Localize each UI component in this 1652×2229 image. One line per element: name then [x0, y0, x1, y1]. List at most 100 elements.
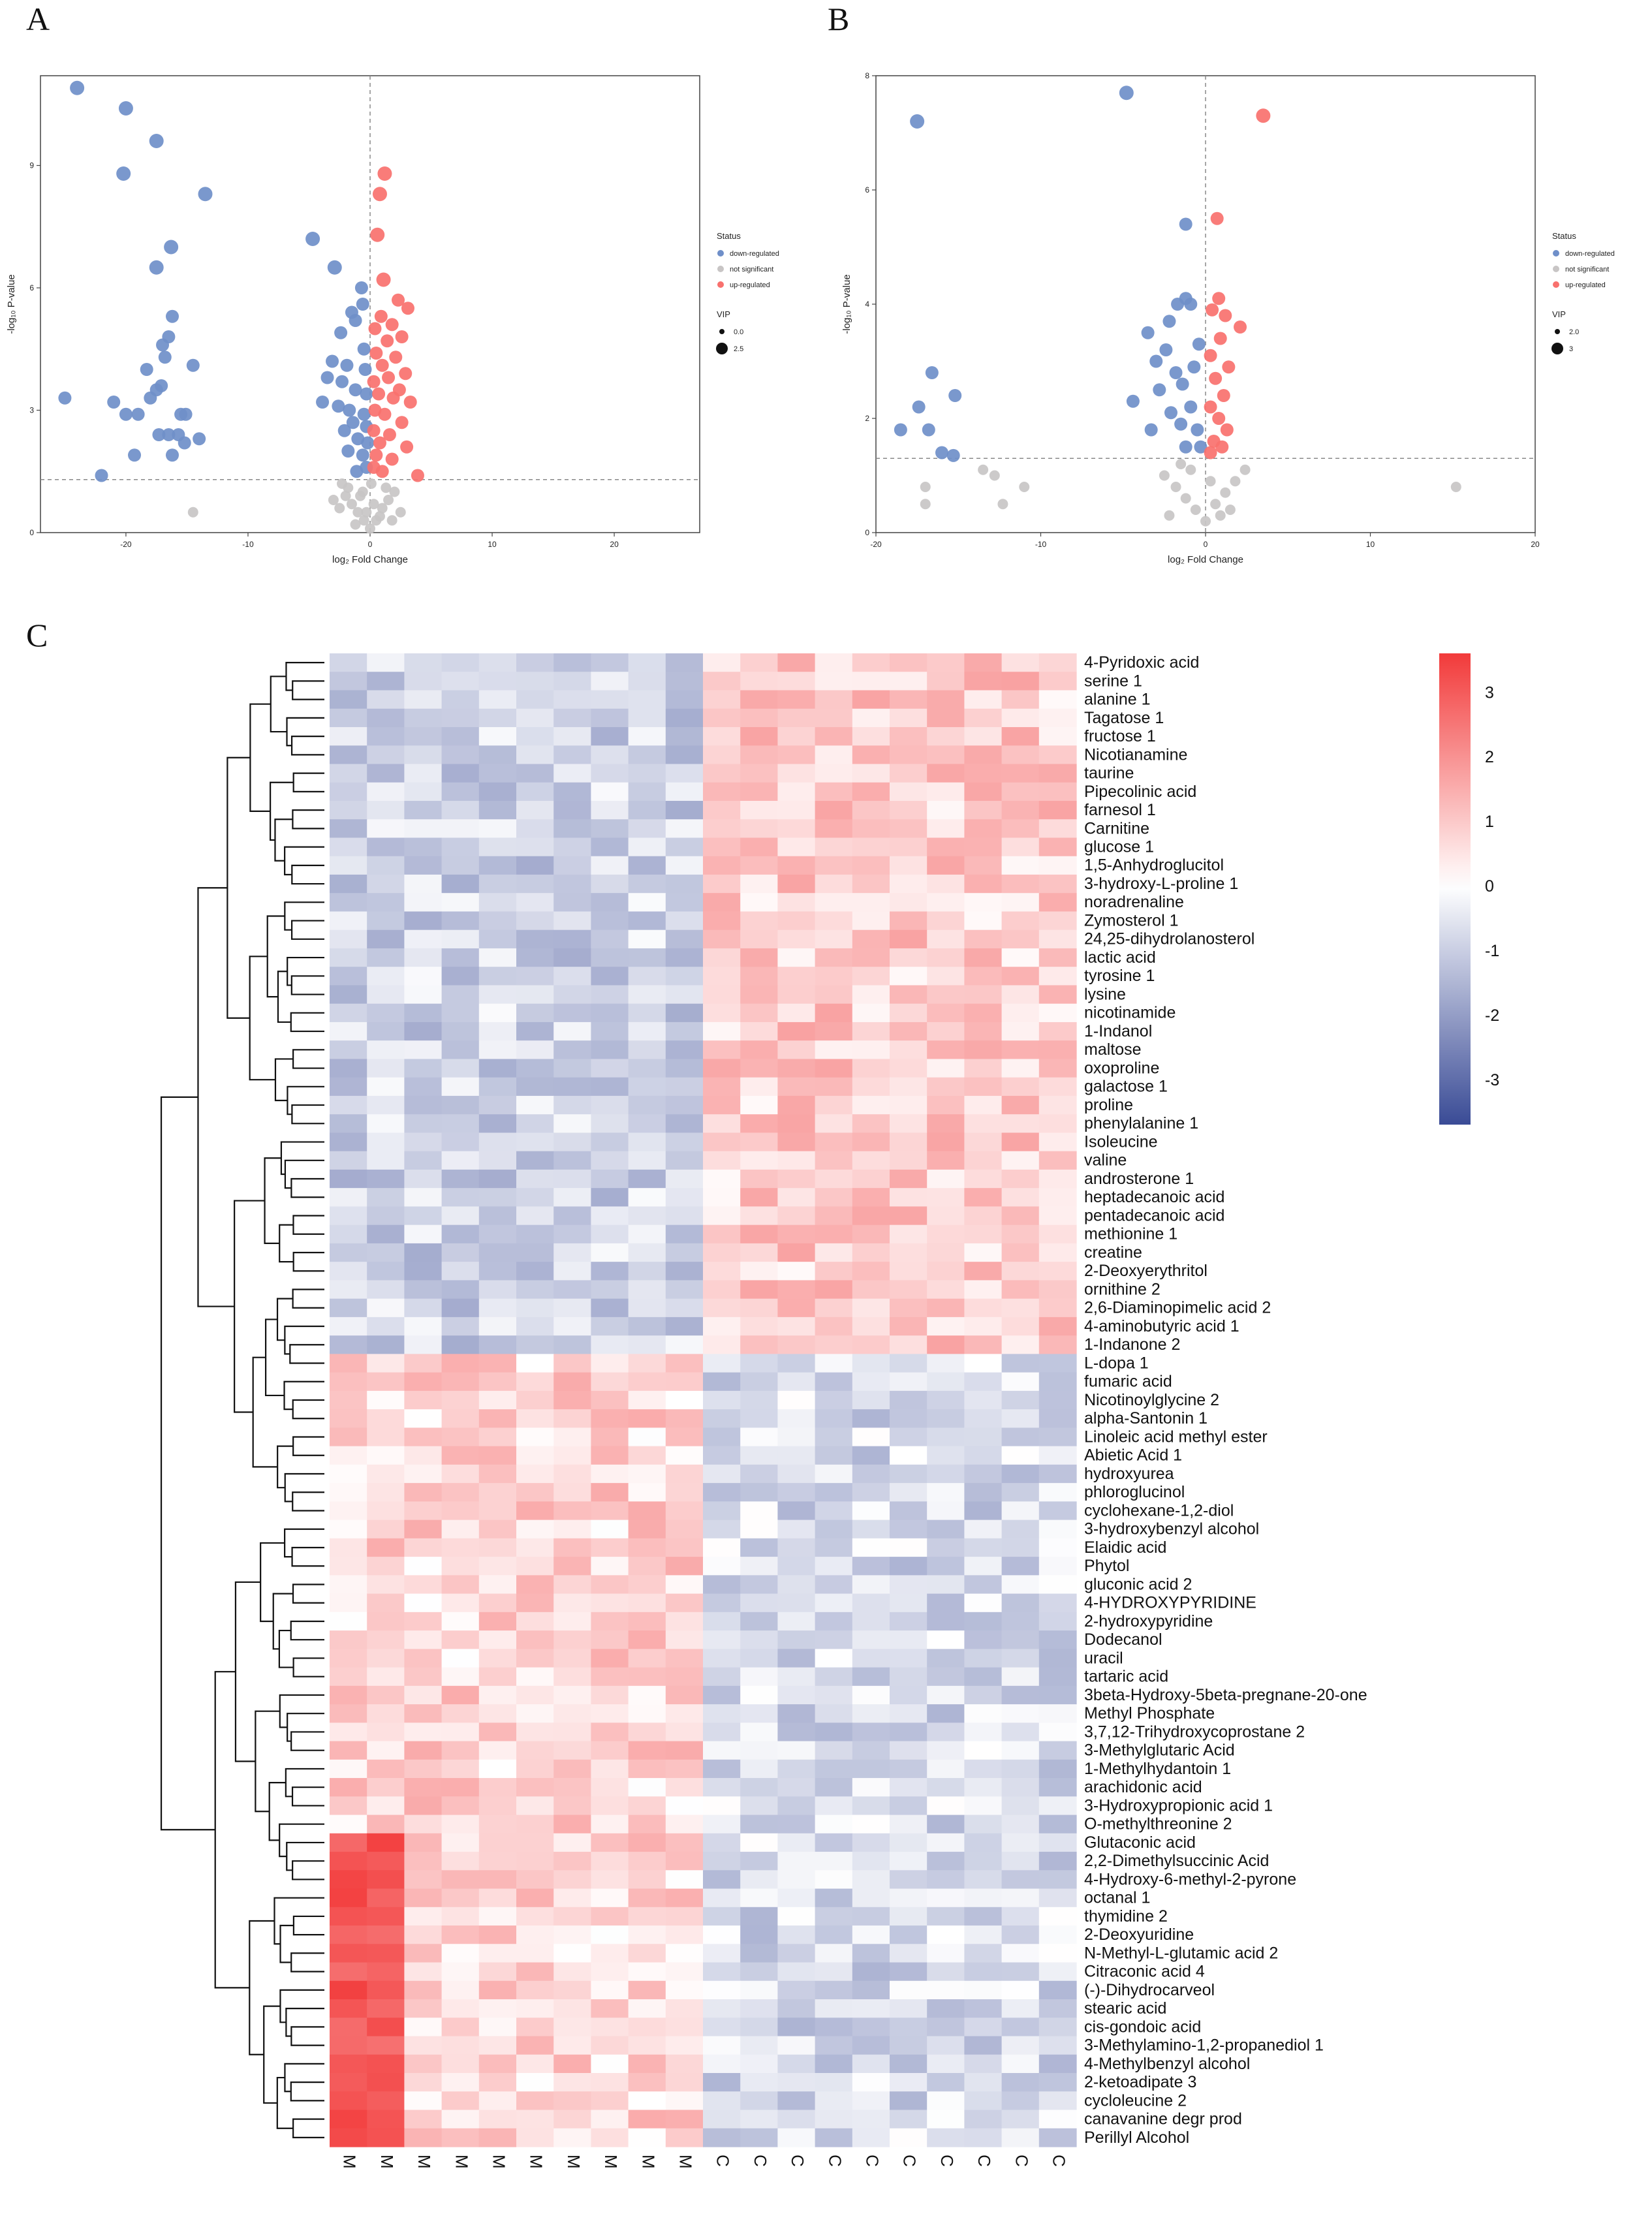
heatmap-cell [591, 708, 629, 728]
heatmap-cell [478, 1151, 517, 1170]
heatmap-cell [964, 874, 1003, 894]
heatmap-cell [665, 1999, 704, 2018]
dendrogram-branch [291, 1786, 324, 1807]
heatmap-cell [777, 1280, 816, 1300]
heatmap-cell [591, 1925, 629, 1944]
heatmap-cell [777, 1354, 816, 1373]
heatmap-cell [815, 1630, 853, 1649]
heatmap-cell [890, 856, 927, 875]
heatmap-cell [890, 1464, 927, 1484]
heatmap-cell [777, 1593, 816, 1613]
volcano-a-point-ns [365, 523, 375, 534]
heatmap-cell [740, 1833, 778, 1852]
heatmap-row-label: canavanine degr prod [1084, 2110, 1242, 2128]
heatmap-cell [852, 1132, 890, 1152]
heatmap-cell [441, 1907, 480, 1926]
heatmap-cell [815, 1298, 853, 1318]
heatmap-cell [815, 1262, 853, 1281]
heatmap-cell [628, 893, 666, 912]
heatmap-cell [404, 1630, 443, 1649]
heatmap-cell [330, 1003, 367, 1023]
volcano-b-point-ns [1210, 499, 1221, 510]
heatmap-cell [330, 1151, 367, 1170]
heatmap-cell [852, 2054, 890, 2074]
dendrogram-branch [291, 1546, 324, 1567]
volcano-b-legend-swatch [1553, 266, 1559, 272]
heatmap-cell [478, 1925, 517, 1944]
heatmap-row-label: Carnitine [1084, 819, 1149, 837]
volcano-b-x-tick-label: -20 [870, 540, 882, 549]
dendrogram-branch [292, 2118, 324, 2138]
heatmap-cell [740, 1925, 778, 1944]
heatmap-row-label: gluconic acid 2 [1084, 1575, 1192, 1593]
heatmap-cell [703, 1483, 741, 1502]
heatmap-cell [628, 1483, 666, 1502]
heatmap-cell [628, 1630, 666, 1649]
heatmap-cell [591, 1335, 629, 1354]
heatmap-cell [516, 1575, 554, 1595]
volcano-b-x-tick-label: 20 [1531, 540, 1540, 549]
heatmap-cell [516, 782, 554, 802]
heatmap-cell [964, 1833, 1003, 1852]
heatmap-cell [777, 1021, 816, 1041]
heatmap-row-label: 3-hydroxybenzyl alcohol [1084, 1520, 1259, 1538]
heatmap-column-label: C [1050, 2155, 1069, 2167]
heatmap-cell [777, 2110, 816, 2129]
heatmap-row-label: arachidonic acid [1084, 1778, 1202, 1796]
heatmap-cell [591, 2036, 629, 2055]
heatmap-cell [516, 1021, 554, 1041]
heatmap-cell [1038, 1704, 1077, 1723]
heatmap-cell [964, 672, 1003, 691]
dendrogram-branch [284, 846, 324, 876]
volcano-a-point-up [367, 424, 381, 437]
heatmap-cell [964, 1759, 1003, 1779]
heatmap-cell [591, 1188, 629, 1208]
heatmap-cell [367, 1390, 405, 1410]
heatmap-cell [441, 1409, 480, 1428]
heatmap-cell [1038, 2110, 1077, 2129]
heatmap-cell [777, 1888, 816, 1908]
heatmap-cell [591, 1575, 629, 1595]
heatmap-cell [404, 782, 443, 802]
heatmap-cell [516, 1224, 554, 1244]
heatmap-cell [553, 1132, 591, 1152]
heatmap-cell [367, 967, 405, 986]
heatmap-cell [516, 856, 554, 875]
heatmap-cell [1001, 1520, 1040, 1539]
heatmap-cell [665, 2054, 704, 2074]
colorbar-tick-label: -3 [1485, 1071, 1499, 1089]
volcano-b-x-tick-label: 0 [1204, 540, 1208, 549]
heatmap-cell [591, 1538, 629, 1557]
heatmap-cell [665, 1021, 704, 1041]
volcano-b-x-axis-label: log₂ Fold Change [1168, 554, 1243, 565]
heatmap-cell [964, 819, 1003, 839]
dendrogram-branch [290, 1012, 324, 1033]
heatmap-cell [591, 1852, 629, 1871]
heatmap-cell [367, 874, 405, 894]
heatmap-cell [890, 1630, 927, 1649]
heatmap-cell [628, 1704, 666, 1723]
heatmap-cell [478, 1188, 517, 1208]
heatmap-cell [553, 764, 591, 783]
heatmap-cell [777, 1040, 816, 1060]
volcano-a-legend-status-item: up-regulated [730, 281, 770, 289]
heatmap-cell [591, 1372, 629, 1392]
heatmap-column-label: M [452, 2155, 471, 2169]
heatmap-cell [1001, 1870, 1040, 1890]
heatmap-cell [815, 985, 853, 1005]
heatmap-cell [927, 893, 965, 912]
heatmap-cell [404, 1796, 443, 1816]
heatmap-cell [665, 782, 704, 802]
heatmap-cell [1038, 1409, 1077, 1428]
heatmap-cell [441, 2036, 480, 2055]
heatmap-cell [815, 1501, 853, 1521]
volcano-a-point-up [377, 166, 392, 181]
heatmap-cell [367, 1796, 405, 1816]
heatmap-cell [553, 837, 591, 857]
volcano-a-point-down [128, 448, 142, 462]
heatmap-cell [852, 874, 890, 894]
heatmap-cell [516, 893, 554, 912]
heatmap-cell [516, 1114, 554, 1134]
heatmap-cell [777, 2091, 816, 2111]
volcano-a-point-ns [357, 486, 368, 497]
